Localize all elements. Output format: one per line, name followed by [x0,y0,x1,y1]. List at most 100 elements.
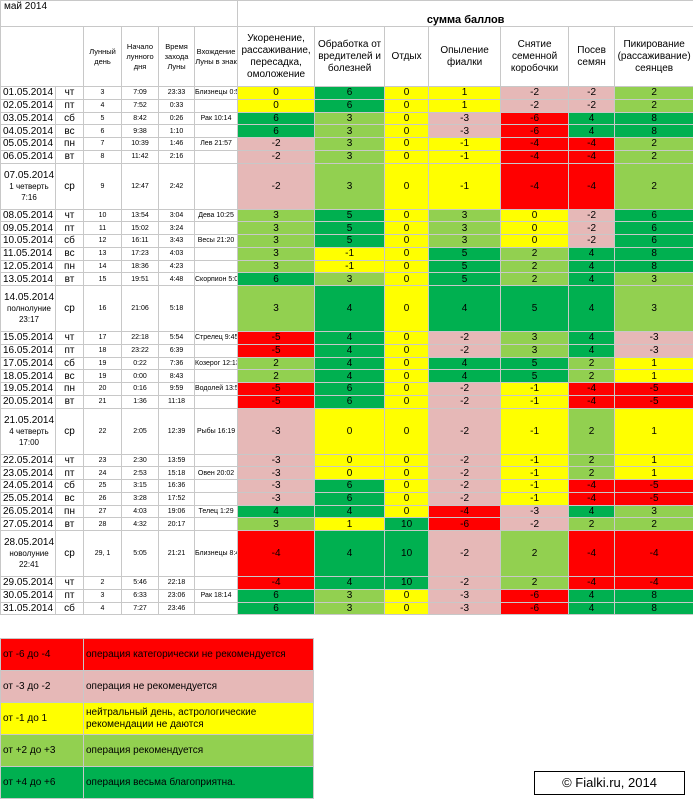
score-pricking-out: 6 [614,221,693,235]
score-pricking-out: 2 [614,149,693,164]
sign-entry-cell: Рак 10:14 [193,111,239,126]
legend-range: от -6 до -4 [0,638,84,671]
lunar-day-cell: 26 [83,491,122,506]
weekday-cell: чт [55,331,84,345]
lunar-day-cell: 8 [83,149,122,164]
score-sowing: -4 [568,576,616,590]
date-cell: 22.05.2014 [0,453,56,468]
score-pricking-out: 2 [614,137,693,151]
moon-rise-cell: 0:22 [121,356,159,371]
moon-set-cell: 23:33 [158,86,195,100]
moon-set-cell: 23:06 [158,588,195,603]
table-row: 29.05.2014 чт 2 5:46 22:18 -4 4 10 -2 2 -4 -4 [0,576,693,590]
score-pricking-out: -5 [614,479,693,493]
date-cell: 15.05.2014 [0,331,56,345]
score-pricking-out: 8 [614,259,693,274]
legend-range: от -3 до -2 [0,670,84,703]
moon-rise-cell: 2:05 [121,407,159,455]
sign-entry-cell [193,259,239,274]
score-rest: 0 [384,356,430,371]
score-pricking-out: 3 [614,272,693,286]
score-rest: 10 [384,517,430,531]
score-pest-treatment: 6 [314,98,386,113]
score-rooting: -3 [237,491,316,506]
score-rooting: 6 [237,588,316,603]
score-pest-treatment: 6 [314,86,386,100]
weekday-cell: чт [55,86,84,100]
lunar-day-cell: 13 [83,246,122,261]
score-rest: 0 [384,86,430,100]
sign-entry-cell [193,394,239,409]
score-rooting: 3 [237,517,316,531]
header-lunar-day: Лунный день [83,26,122,87]
score-pollination: -2 [428,479,502,493]
score-rest: 10 [384,530,430,577]
date-cell: 11.05.2014 [0,246,56,261]
moon-rise-cell: 5:46 [121,576,159,590]
lunar-day-cell: 11 [83,221,122,235]
score-pricking-out: -5 [614,491,693,506]
date-cell: 01.05.2014 [0,86,56,100]
sign-entry-cell: Рак 18:14 [193,588,239,603]
score-rooting: -3 [237,453,316,468]
table-row: 30.05.2014 пт 3 6:33 23:06 Рак 18:14 6 3 0 -3 -6 4 8 [0,588,693,603]
date-cell: 26.05.2014 [0,504,56,519]
score-seed-pod: 5 [500,369,570,383]
score-seed-pod: 2 [500,272,570,286]
lunar-day-cell: 21 [83,394,122,409]
score-pollination: 5 [428,272,502,286]
moon-rise-cell: 11:42 [121,149,159,164]
score-rooting: -3 [237,479,316,493]
moon-set-cell: 9:59 [158,382,195,396]
lunar-day-cell: 15 [83,272,122,286]
score-pollination: -4 [428,504,502,519]
moon-rise-cell: 7:52 [121,98,159,113]
weekday-cell: пн [55,137,84,151]
score-pollination: -2 [428,466,502,480]
score-pest-treatment: 4 [314,369,386,383]
date-cell: 10.05.2014 [0,234,56,248]
score-pest-treatment: 0 [314,466,386,480]
score-rest: 0 [384,98,430,113]
score-rooting: -5 [237,394,316,409]
date-cell: 04.05.2014 [0,124,56,138]
moon-set-cell: 3:43 [158,234,195,248]
sign-entry-cell: Водолей 13:59 [193,382,239,396]
score-rooting: 0 [237,86,316,100]
score-seed-pod: -1 [500,394,570,409]
lunar-day-cell: 24 [83,466,122,480]
moon-set-cell: 2:16 [158,149,195,164]
lunar-day-cell: 7 [83,137,122,151]
score-seed-pod: -1 [500,382,570,396]
table-row: 05.05.2014 пн 7 10:39 1:46 Лев 21:57 -2 3 0 -1 -4-… [0,137,693,151]
moon-set-cell: 1:10 [158,124,195,138]
score-pollination: -1 [428,137,502,151]
score-rest: 0 [384,504,430,519]
sum-header: сумма баллов [237,0,693,27]
score-sowing: 4 [568,259,616,274]
moon-set-cell: 21:21 [158,530,195,577]
score-seed-pod: 2 [500,530,570,577]
lunar-day-cell: 6 [83,124,122,138]
score-rest: 0 [384,382,430,396]
table-row: 14.05.2014 полнолуние 23:17 ср 16 21:06 5:18 3 4… [0,285,693,332]
weekday-cell: вт [55,517,84,531]
weekday-cell: вс [55,124,84,138]
score-sowing: -2 [568,86,616,100]
score-rest: 0 [384,601,430,616]
score-pricking-out: 8 [614,588,693,603]
score-seed-pod: 2 [500,259,570,274]
score-rest: 0 [384,453,430,468]
header-op-pricking-out: Пикирование (рассаживание) сеянцев [614,26,693,87]
date-cell: 18.05.2014 [0,369,56,383]
table-row: 03.05.2014 сб 5 8:42 0:26 Рак 10:14 6 3 0 -3 -6 4 8 [0,111,693,126]
score-pest-treatment: 6 [314,382,386,396]
date-cell: 14.05.2014 полнолуние 23:17 [0,285,56,332]
moon-phase-time: 17:00 [18,437,40,447]
score-sowing: -4 [568,162,616,210]
score-pest-treatment: -1 [314,246,386,261]
score-rooting: 3 [237,246,316,261]
moon-set-cell: 13:59 [158,453,195,468]
score-rooting: -4 [237,530,316,577]
score-rooting: 3 [237,208,316,223]
